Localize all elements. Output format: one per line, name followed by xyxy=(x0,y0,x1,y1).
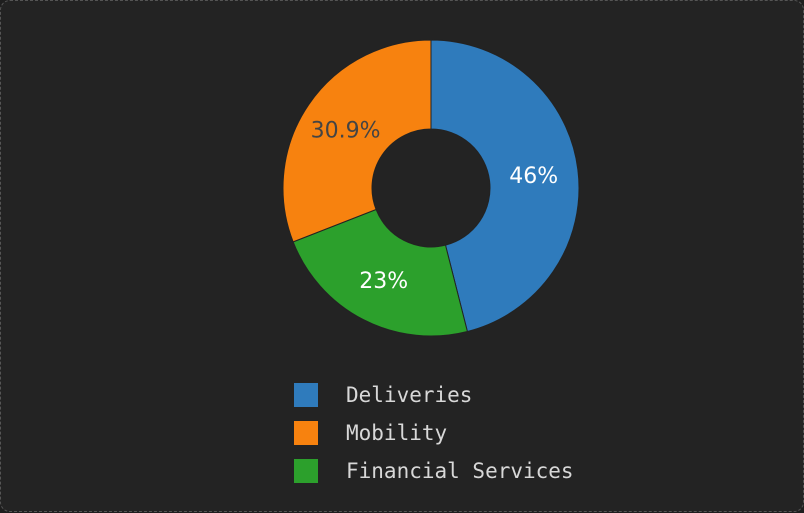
slice-label-mobility: 30.9% xyxy=(311,119,381,144)
legend-label-mobility: Mobility xyxy=(346,421,448,445)
slice-financial-services xyxy=(292,208,468,337)
legend-swatch-deliveries xyxy=(294,383,318,407)
legend-label-financial-services: Financial Services xyxy=(346,459,574,483)
legend-swatch-financial-services xyxy=(294,459,318,483)
legend-swatch-mobility xyxy=(294,421,318,445)
slice-label-deliveries: 46% xyxy=(509,164,558,189)
slice-deliveries xyxy=(430,39,580,333)
slice-mobility xyxy=(282,39,432,243)
slice-label-financial-services: 23% xyxy=(359,269,408,294)
legend-label-deliveries: Deliveries xyxy=(346,383,473,407)
